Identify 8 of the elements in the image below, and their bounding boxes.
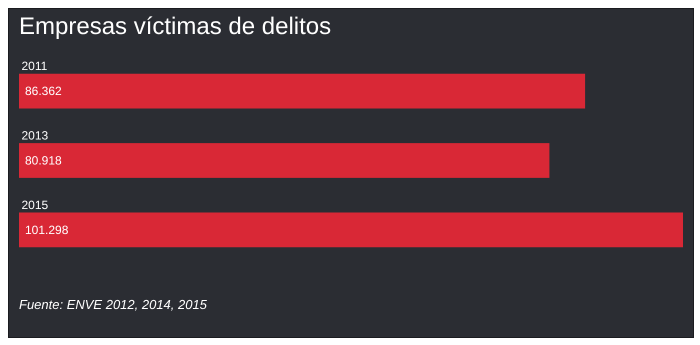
source-note: Fuente: ENVE 2012, 2014, 2015 bbox=[19, 297, 207, 312]
y-tick-label: 2015 bbox=[22, 198, 49, 212]
y-tick-label: 2013 bbox=[22, 128, 49, 142]
chart-title: Empresas víctimas de delitos bbox=[19, 13, 332, 40]
data-label: 101.298 bbox=[25, 222, 69, 237]
data-label: 80.918 bbox=[25, 154, 62, 168]
data-label: 86.362 bbox=[25, 84, 62, 98]
y-tick-label: 2011 bbox=[22, 59, 48, 74]
